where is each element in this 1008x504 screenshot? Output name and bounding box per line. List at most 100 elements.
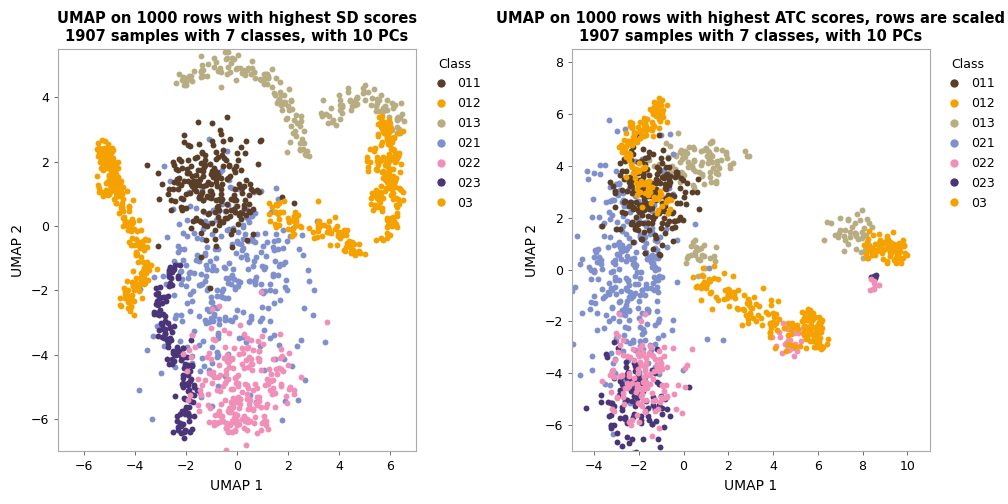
Point [631, 201, 647, 209]
Point [608, 167, 624, 175]
Point [253, 403, 269, 411]
Point [262, 334, 278, 342]
Point [646, 192, 662, 200]
Point [659, 405, 675, 413]
Point [220, 174, 236, 182]
Point [239, 415, 255, 423]
Point [647, 363, 663, 371]
Point [811, 334, 828, 342]
Point [613, 297, 629, 305]
Point [612, 386, 628, 394]
Point [388, 201, 404, 209]
Point [634, 211, 650, 219]
Point [687, 283, 704, 291]
Point [370, 130, 386, 138]
Point [647, 396, 663, 404]
Point [624, 163, 640, 171]
Point [185, 177, 202, 185]
Point [176, 81, 193, 89]
Point [210, 182, 226, 190]
Point [314, 232, 331, 240]
Point [109, 193, 125, 201]
Point [363, 200, 379, 208]
Point [270, 244, 286, 253]
Point [217, 354, 233, 362]
Point [859, 255, 875, 263]
Point [590, 275, 606, 283]
Point [612, 179, 628, 187]
Point [628, 198, 644, 206]
Point [161, 185, 177, 193]
Point [633, 317, 649, 325]
Point [221, 363, 237, 371]
Point [629, 123, 645, 131]
Point [181, 403, 198, 411]
Point [645, 162, 661, 170]
Point [630, 206, 646, 214]
Point [730, 286, 746, 294]
Point [746, 293, 762, 301]
Point [633, 235, 649, 243]
Point [811, 339, 828, 347]
Point [631, 360, 647, 368]
Point [815, 236, 832, 244]
Point [96, 144, 112, 152]
Point [649, 366, 665, 374]
Point [615, 244, 631, 252]
Point [123, 227, 139, 235]
Point [725, 291, 741, 299]
Point [770, 296, 786, 304]
Point [628, 179, 644, 187]
Point [614, 198, 630, 206]
Point [624, 124, 640, 132]
Point [707, 257, 723, 265]
Point [627, 137, 643, 145]
Point [622, 288, 638, 296]
Point [573, 371, 589, 379]
Point [193, 391, 209, 399]
Point [806, 329, 823, 337]
Point [165, 205, 181, 213]
Point [256, 265, 272, 273]
Point [636, 125, 652, 133]
Point [804, 323, 821, 331]
Point [245, 237, 261, 245]
Point [368, 236, 384, 244]
Point [351, 240, 367, 248]
Point [183, 182, 200, 190]
Point [108, 199, 124, 207]
Point [886, 245, 902, 253]
Point [386, 180, 402, 188]
Point [240, 237, 256, 245]
Point [219, 226, 235, 234]
Point [100, 187, 116, 195]
Point [232, 321, 248, 329]
Point [633, 207, 649, 215]
Point [623, 198, 639, 206]
Point [114, 188, 130, 197]
Point [382, 122, 398, 130]
Point [172, 337, 188, 345]
Point [217, 312, 233, 321]
Point [628, 221, 644, 229]
Point [367, 202, 383, 210]
Point [91, 144, 107, 152]
Point [212, 64, 228, 72]
Point [136, 280, 152, 288]
Point [621, 439, 637, 447]
Point [230, 417, 246, 425]
Point [867, 273, 883, 281]
Point [797, 322, 813, 330]
Point [686, 155, 703, 163]
Point [378, 183, 394, 192]
Point [658, 139, 674, 147]
Point [179, 165, 196, 173]
Point [612, 225, 628, 233]
Point [615, 145, 631, 153]
Point [899, 250, 915, 259]
Point [676, 383, 692, 391]
Point [615, 393, 631, 401]
Point [175, 364, 192, 372]
Point [665, 208, 681, 216]
Point [611, 238, 627, 246]
